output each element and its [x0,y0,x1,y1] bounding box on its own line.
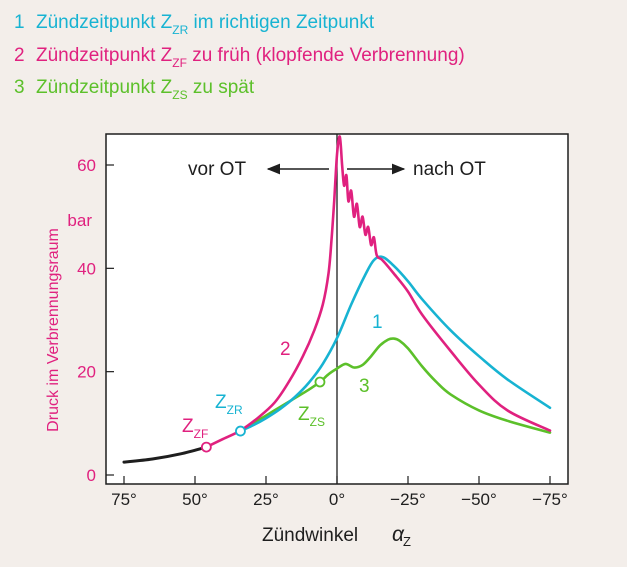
legend-subscript: ZS [172,88,188,102]
chart-labels: ZZF ZZR ZZS 1 2 3 [182,312,383,441]
legend-rest: zu spät [187,77,255,98]
legend-item-zs: 3 Zündzeitpunkt ZZS zu spät [14,77,255,102]
y-tick-label: 0 [87,466,96,485]
x-tick-label: 75° [111,490,137,509]
legend-rest: zu früh (klopfende Verbrennung) [186,45,465,66]
curve-3-zs [239,337,552,434]
legend-text: Zündzeitpunkt Z [36,12,173,33]
legend-text: Zündzeitpunkt Z [36,77,173,98]
marker-label-zr: ZZR [215,392,243,417]
curve-2-zf [205,135,552,449]
region-label-before: vor OT [188,159,246,180]
y-tick-label: 60 [77,156,96,175]
x-axis-label-text: Zündwinkel [262,525,358,546]
x-tick-label: −75° [532,490,568,509]
markers [200,376,326,453]
marker-zr [235,425,246,437]
x-axis-label-symbol: α [392,523,405,546]
region-label-after: nach OT [413,159,486,180]
legend-item-zf: 2 Zündzeitpunkt ZZF zu früh (klopfende Ve… [14,45,465,70]
legend-number: 1 [14,12,25,33]
x-tick-label: −50° [461,490,497,509]
x-tick-label: 50° [182,490,208,509]
x-tick-label: 0° [329,490,345,509]
marker-label-zf: ZZF [182,416,208,441]
y-tick-label: 40 [77,259,96,278]
x-axis-label-subscript: Z [403,534,411,549]
x-axis-label: Zündwinkel α Z [262,523,411,549]
y-unit-label: bar [67,211,92,230]
y-axis-label: Druck im Verbrennungsraum [45,228,62,432]
legend-item-zr: 1 Zündzeitpunkt ZZR im richtigen Zeitpunk… [14,12,375,37]
x-tick-label: 25° [253,490,279,509]
base-curve [122,445,208,464]
axis-ticks: 75° 50° 25° 0° −25° −50° −75° 0 20 40 60 [77,134,568,509]
legend-text: Zündzeitpunkt Z [36,45,173,66]
legend-subscript: ZR [172,23,189,37]
region-annotation: vor OT nach OT [188,159,486,180]
legend-number: 3 [14,77,25,98]
legend-rest: im richtigen Zeitpunkt [188,12,375,33]
y-tick-label: 20 [77,363,96,382]
curves [122,135,552,464]
curve-1-zr [239,255,552,433]
x-tick-label: −25° [390,490,426,509]
marker-zf [200,441,212,453]
legend-subscript: ZF [172,56,187,70]
marker-zs [314,376,326,388]
marker-label-zs: ZZS [298,404,325,429]
curve-number-label: 3 [359,376,370,397]
curve-number-label: 1 [372,312,383,333]
legend-number: 2 [14,45,25,66]
curve-number-label: 2 [280,339,291,360]
